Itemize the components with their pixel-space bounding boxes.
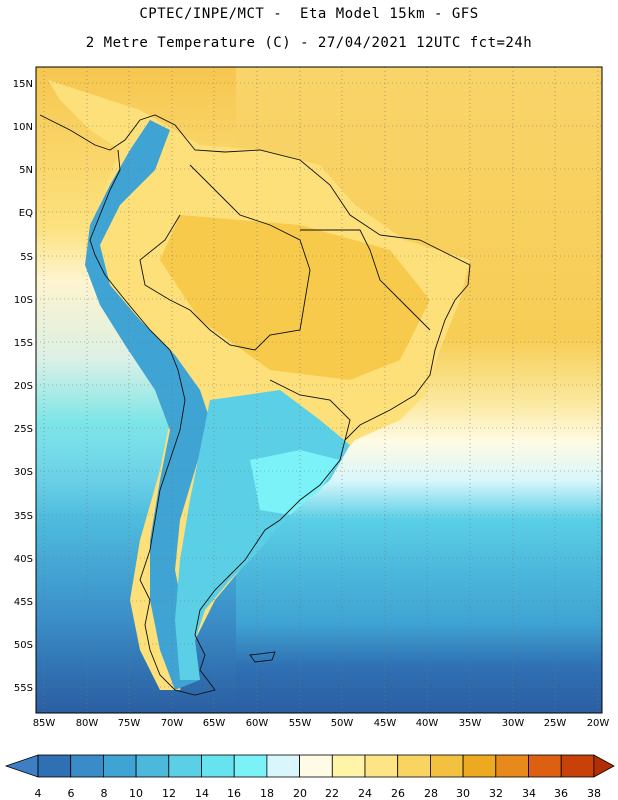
colorbar-segment (201, 754, 235, 778)
lat-tick-label: 10S (14, 295, 33, 306)
lon-tick-label: 85W (33, 718, 56, 729)
lat-tick-label: 15N (13, 79, 33, 90)
lat-tick-label: 40S (14, 554, 33, 565)
coastline (39, 114, 471, 696)
lon-tick-label: 70W (161, 718, 184, 729)
colorbar-label: 36 (554, 787, 568, 800)
longitude-axis: 85W 80W 75W 70W 65W 60W 55W 50W 45W 40W … (33, 718, 610, 729)
lat-tick-label: 55S (14, 683, 33, 694)
lat-tick-label: 45S (14, 597, 33, 608)
colorbar-label: 32 (489, 787, 503, 800)
lat-tick-label: 35S (14, 511, 33, 522)
lat-tick-label: 5N (19, 165, 33, 176)
latitude-axis: 15N 10N 5N EQ 5S 10S 15S 20S 25S 30S 35S… (13, 79, 33, 694)
lon-tick-label: 55W (289, 718, 312, 729)
colorbar-label: 18 (260, 787, 274, 800)
colorbar-label: 10 (129, 787, 143, 800)
lon-tick-label: 25W (544, 718, 567, 729)
temperature-field (36, 67, 602, 713)
colorbar-label: 34 (522, 787, 536, 800)
lon-tick-label: 65W (203, 718, 226, 729)
colorbar-label: 24 (358, 787, 372, 800)
lat-tick-label: 25S (14, 424, 33, 435)
colorbar-label: 20 (293, 787, 307, 800)
lat-tick-label: 30S (14, 467, 33, 478)
lon-tick-label: 75W (118, 718, 141, 729)
lon-tick-label: 80W (76, 718, 99, 729)
lat-tick-label: 10N (13, 122, 33, 133)
map-title-line2: 2 Metre Temperature (C) - 27/04/2021 12U… (85, 35, 533, 51)
colorbar-label: 14 (195, 787, 209, 800)
lon-tick-label: 60W (246, 718, 269, 729)
colorbar-segment (528, 754, 562, 778)
colorbar-segment (397, 754, 431, 778)
colorbar-segment (462, 754, 497, 778)
colorbar-segment (266, 754, 300, 778)
lon-tick-label: 35W (459, 718, 482, 729)
colorbar-label: 28 (424, 787, 438, 800)
lat-tick-label: EQ (19, 208, 33, 219)
colorbar-segment (37, 754, 72, 778)
lat-tick-label: 5S (20, 252, 33, 263)
colorbar-segment (103, 754, 137, 778)
colorbar-right-arrow (593, 754, 615, 778)
colorbar-label: 16 (227, 787, 241, 800)
colorbar-segment (560, 754, 595, 778)
lon-tick-label: 20W (587, 718, 610, 729)
colorbar (4, 754, 615, 778)
colorbar-segment (331, 754, 366, 778)
colorbar-segment (429, 754, 464, 778)
map-title-line1: CPTEC/INPE/MCT - Eta Model 15km - GFS (139, 6, 479, 22)
colorbar-label: 6 (68, 787, 75, 800)
colorbar-left-arrow (4, 754, 39, 778)
colorbar-label: 22 (325, 787, 339, 800)
lon-tick-label: 50W (331, 718, 354, 729)
colorbar-segment (495, 754, 529, 778)
colorbar-segment (299, 754, 333, 778)
lon-tick-label: 40W (416, 718, 439, 729)
colorbar-segment (364, 754, 399, 778)
colorbar-label: 38 (587, 787, 601, 800)
lat-tick-label: 20S (14, 381, 33, 392)
colorbar-label: 8 (101, 787, 108, 800)
lon-tick-label: 45W (374, 718, 397, 729)
colorbar-segment (135, 754, 170, 778)
colorbar-segment (70, 754, 104, 778)
map-frame (35, 66, 603, 714)
colorbar-segment (233, 754, 268, 778)
lat-tick-label: 15S (14, 338, 33, 349)
colorbar-segment (168, 754, 202, 778)
colorbar-label: 30 (456, 787, 470, 800)
colorbar-label: 26 (391, 787, 405, 800)
colorbar-labels: 4 6 8 10 12 14 16 18 20 22 24 26 28 30 3… (35, 787, 602, 800)
colorbar-label: 4 (35, 787, 42, 800)
colorbar-label: 12 (162, 787, 176, 800)
lat-tick-label: 50S (14, 640, 33, 651)
lon-tick-label: 30W (502, 718, 525, 729)
